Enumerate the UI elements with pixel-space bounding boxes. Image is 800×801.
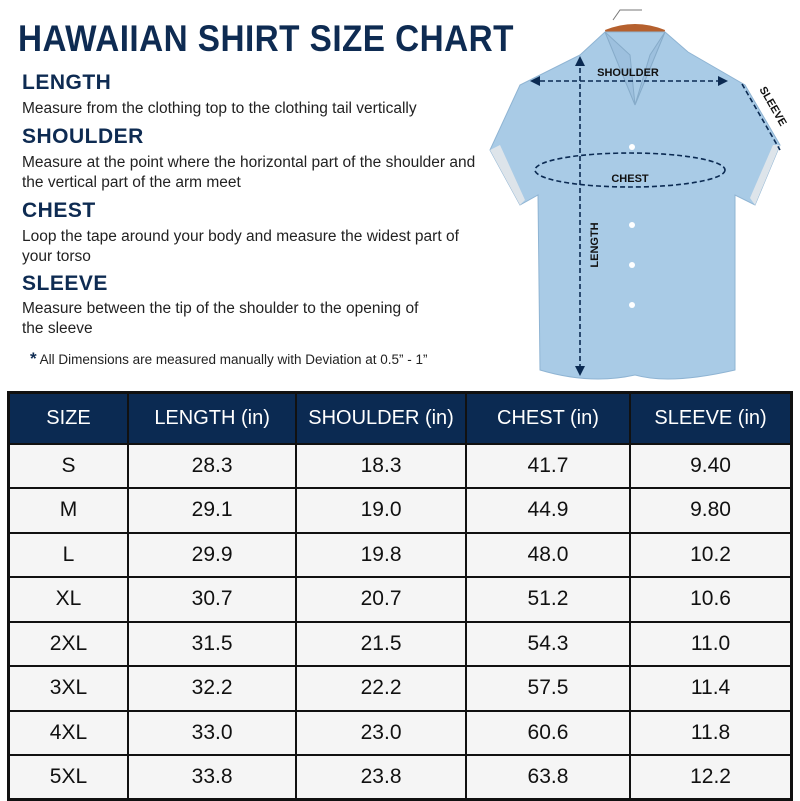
cell-length: 29.1	[126, 487, 298, 534]
length-label: LENGTH	[589, 222, 601, 267]
header-length: LENGTH (in)	[126, 391, 298, 445]
cell-shoulder: 18.3	[295, 442, 467, 489]
cell-shoulder: 20.7	[295, 576, 467, 623]
shoulder-label: SHOULDER	[597, 67, 659, 79]
header-sleeve: SLEEVE (in)	[629, 391, 793, 445]
chest-measure-line	[534, 152, 726, 188]
cell-shoulder: 19.8	[295, 531, 467, 578]
measurement-note: * All Dimensions are measured manually w…	[30, 349, 428, 369]
shoulder-heading: SHOULDER	[22, 125, 144, 148]
table-row: 3XL 32.2 22.2 57.5 11.4	[7, 665, 793, 712]
table-row: XL 30.7 20.7 51.2 10.6	[7, 576, 793, 623]
cell-chest: 44.9	[464, 487, 632, 534]
hanger-hook	[612, 9, 642, 21]
cell-chest: 57.5	[464, 665, 632, 712]
cell-length: 32.2	[126, 665, 298, 712]
table-row: 4XL 33.0 23.0 60.6 11.8	[7, 709, 793, 756]
cell-chest: 41.7	[464, 442, 632, 489]
chest-heading: CHEST	[22, 199, 96, 222]
cell-size: 4XL	[7, 709, 129, 756]
chest-label: CHEST	[611, 173, 649, 185]
cell-length: 29.9	[126, 531, 298, 578]
asterisk-icon: *	[30, 349, 37, 368]
cell-length: 31.5	[126, 620, 298, 667]
cell-shoulder: 23.0	[295, 709, 467, 756]
header-size: SIZE	[7, 391, 129, 445]
sleeve-measure-line	[741, 83, 781, 151]
length-description: Measure from the clothing top to the clo…	[22, 100, 417, 117]
shirt-diagram: SHOULDER CHEST LENGTH SLEEVE	[489, 9, 789, 380]
cell-size: L	[7, 531, 129, 578]
cell-shoulder: 22.2	[295, 665, 467, 712]
table-row: 5XL 33.8 23.8 63.8 12.2	[7, 754, 793, 801]
cell-sleeve: 11.0	[629, 620, 793, 667]
cell-length: 33.8	[126, 754, 298, 801]
cell-size: 2XL	[7, 620, 129, 667]
cell-shoulder: 21.5	[295, 620, 467, 667]
cell-sleeve: 12.2	[629, 754, 793, 801]
cell-sleeve: 10.2	[629, 531, 793, 578]
cell-shoulder: 23.8	[295, 754, 467, 801]
cell-sleeve: 9.80	[629, 487, 793, 534]
cell-chest: 54.3	[464, 620, 632, 667]
cell-size: M	[7, 487, 129, 534]
cell-length: 28.3	[126, 442, 298, 489]
cell-chest: 60.6	[464, 709, 632, 756]
size-table: SIZE LENGTH (in) SHOULDER (in) CHEST (in…	[7, 391, 793, 801]
header-chest: CHEST (in)	[464, 391, 632, 445]
table-row: L 29.9 19.8 48.0 10.2	[7, 531, 793, 578]
table-row: 2XL 31.5 21.5 54.3 11.0	[7, 620, 793, 667]
cell-chest: 51.2	[464, 576, 632, 623]
cell-sleeve: 11.8	[629, 709, 793, 756]
header-shoulder: SHOULDER (in)	[295, 391, 467, 445]
cell-shoulder: 19.0	[295, 487, 467, 534]
sleeve-description: Measure between the tip of the shoulder …	[22, 300, 419, 337]
chest-description: Loop the tape around your body and measu…	[22, 228, 459, 265]
cell-sleeve: 9.40	[629, 442, 793, 489]
cell-chest: 63.8	[464, 754, 632, 801]
table-row: M 29.1 19.0 44.9 9.80	[7, 487, 793, 534]
cell-length: 33.0	[126, 709, 298, 756]
shirt-body	[489, 31, 781, 380]
cell-size: XL	[7, 576, 129, 623]
cell-size: 5XL	[7, 754, 129, 801]
cell-size: 3XL	[7, 665, 129, 712]
cell-chest: 48.0	[464, 531, 632, 578]
shoulder-description: Measure at the point where the horizonta…	[22, 154, 476, 191]
note-text: All Dimensions are measured manually wit…	[39, 352, 428, 367]
cell-length: 30.7	[126, 576, 298, 623]
cell-size: S	[7, 442, 129, 489]
cell-sleeve: 10.6	[629, 576, 793, 623]
table-header-row: SIZE LENGTH (in) SHOULDER (in) CHEST (in…	[7, 391, 793, 445]
length-heading: LENGTH	[22, 71, 112, 94]
cell-sleeve: 11.4	[629, 665, 793, 712]
sleeve-heading: SLEEVE	[22, 272, 108, 295]
table-row: S 28.3 18.3 41.7 9.40	[7, 442, 793, 489]
page-title: HAWAIIAN SHIRT SIZE CHART	[18, 18, 514, 59]
